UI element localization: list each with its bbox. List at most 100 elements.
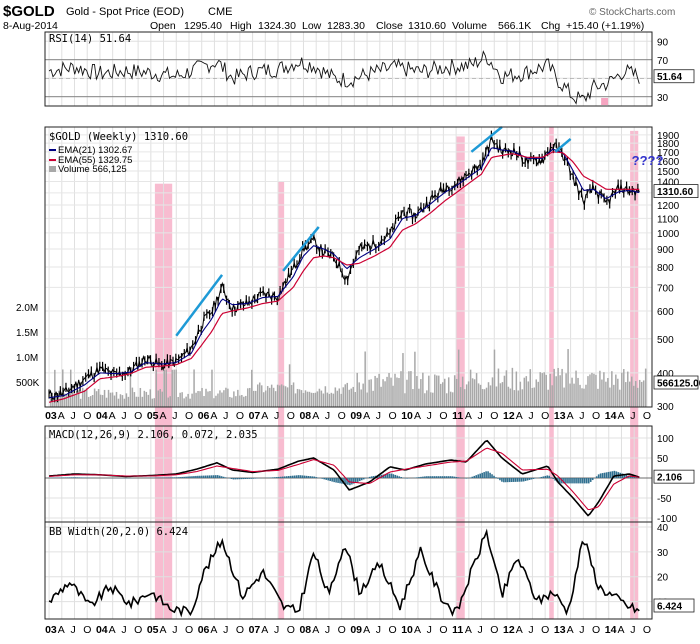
macd-histogram-bar [177,477,179,478]
volume-bar [150,389,152,407]
macd-histogram-bar [63,477,65,478]
x-axis-label: A [617,624,624,636]
volume-bar [587,376,589,407]
macd-histogram-bar [507,478,509,482]
macd-histogram-bar [418,477,420,478]
macd-histogram-bar [201,476,203,478]
close-value: 1310.60 [408,20,446,32]
x-axis-label: 08 [299,624,311,636]
x-axis-label: J [528,624,533,636]
volume-bar [84,390,86,407]
volume-bar [625,382,627,407]
volume-bar [490,385,492,407]
volume-bar [454,375,456,407]
macd-tick-label: -50 [657,494,672,505]
macd-histogram-bar [171,477,173,478]
volume-bar [311,393,313,407]
volume-bar [253,391,255,407]
x-axis-label: 03 [45,410,57,422]
rsi-tick-label: 70 [657,56,669,67]
macd-histogram-bar [420,477,422,478]
macd-histogram-bar [252,478,254,479]
volume-bar [450,392,452,407]
macd-histogram-bar [501,478,503,482]
volume-bar [522,389,524,407]
panel-frame-rsi [45,32,652,106]
macd-histogram-bar [191,476,193,478]
x-axis-label: O [389,624,397,636]
volume-bar [323,394,325,407]
macd-histogram-bar [65,477,67,478]
volume-bar [380,387,382,407]
macd-histogram-bar [280,477,282,478]
volume-bar [193,369,195,407]
volume-bar [528,381,530,407]
volume-bar [146,392,148,407]
volume-bar [343,387,345,407]
volume-bar [94,389,96,407]
volume-bar [392,386,394,407]
macd-histogram-bar [219,476,221,478]
volume-bar [510,389,512,407]
macd-histogram-bar [217,475,219,478]
volume-bar [516,372,518,407]
macd-histogram-bar [387,474,389,478]
rsi-panel-label: RSI(14) 51.64 [49,33,131,45]
volume-bar [438,376,440,407]
volume-bar [241,395,243,407]
volume-bar [161,392,163,407]
volume-bar [577,378,579,407]
macd-histogram-bar [572,478,574,483]
x-axis-label: 09 [350,624,362,636]
macd-histogram-bar [422,477,424,478]
x-axis-label: J [172,624,177,636]
volume-bar [637,388,639,407]
volume-bar [261,385,263,407]
x-axis-label: 04 [96,624,108,636]
macd-histogram-bar [61,477,63,478]
volume-bar [257,384,259,407]
volume-bar [160,389,162,407]
x-axis-label: 10 [401,410,413,422]
macd-histogram-bar [81,477,83,478]
volume-bar [583,389,585,407]
volume-bar [609,388,611,407]
macd-histogram-bar [306,476,308,478]
volume-bar [225,388,227,407]
volume-bar [185,397,187,407]
volume-bar [293,382,295,407]
volume-bar [313,393,315,407]
macd-histogram-bar [333,478,335,482]
volume-bar [442,382,444,407]
volume-bar [281,384,283,407]
macd-histogram-bar [568,478,570,483]
macd-histogram-bar [294,476,296,478]
x-axis-label: J [325,410,330,422]
volume-bar [327,393,329,407]
volume-bar [96,391,98,407]
volume-bar [498,369,500,407]
volume-bar [532,388,534,407]
macd-histogram-bar [365,478,367,479]
macd-histogram-bar [503,478,505,482]
macd-histogram-bar [430,476,432,478]
volume-bar [534,388,536,407]
x-axis-label: O [592,624,600,636]
macd-histogram-bar [610,472,612,478]
x-axis-label: 07 [249,410,261,422]
x-axis-label: J [376,410,381,422]
volume-bar [629,382,631,407]
macd-histogram-bar [179,477,181,478]
macd-histogram-bar [189,476,191,478]
volume-bar [122,395,124,407]
macd-histogram-bar [187,477,189,478]
macd-histogram-bar [244,478,246,479]
macd-histogram-bar [298,475,300,478]
macd-histogram-bar [475,475,477,478]
volume-bar [354,392,356,407]
macd-histogram-bar [487,471,489,478]
macd-histogram-bar [235,478,237,479]
x-axis-label: J [427,410,432,422]
volume-bar [352,387,354,407]
